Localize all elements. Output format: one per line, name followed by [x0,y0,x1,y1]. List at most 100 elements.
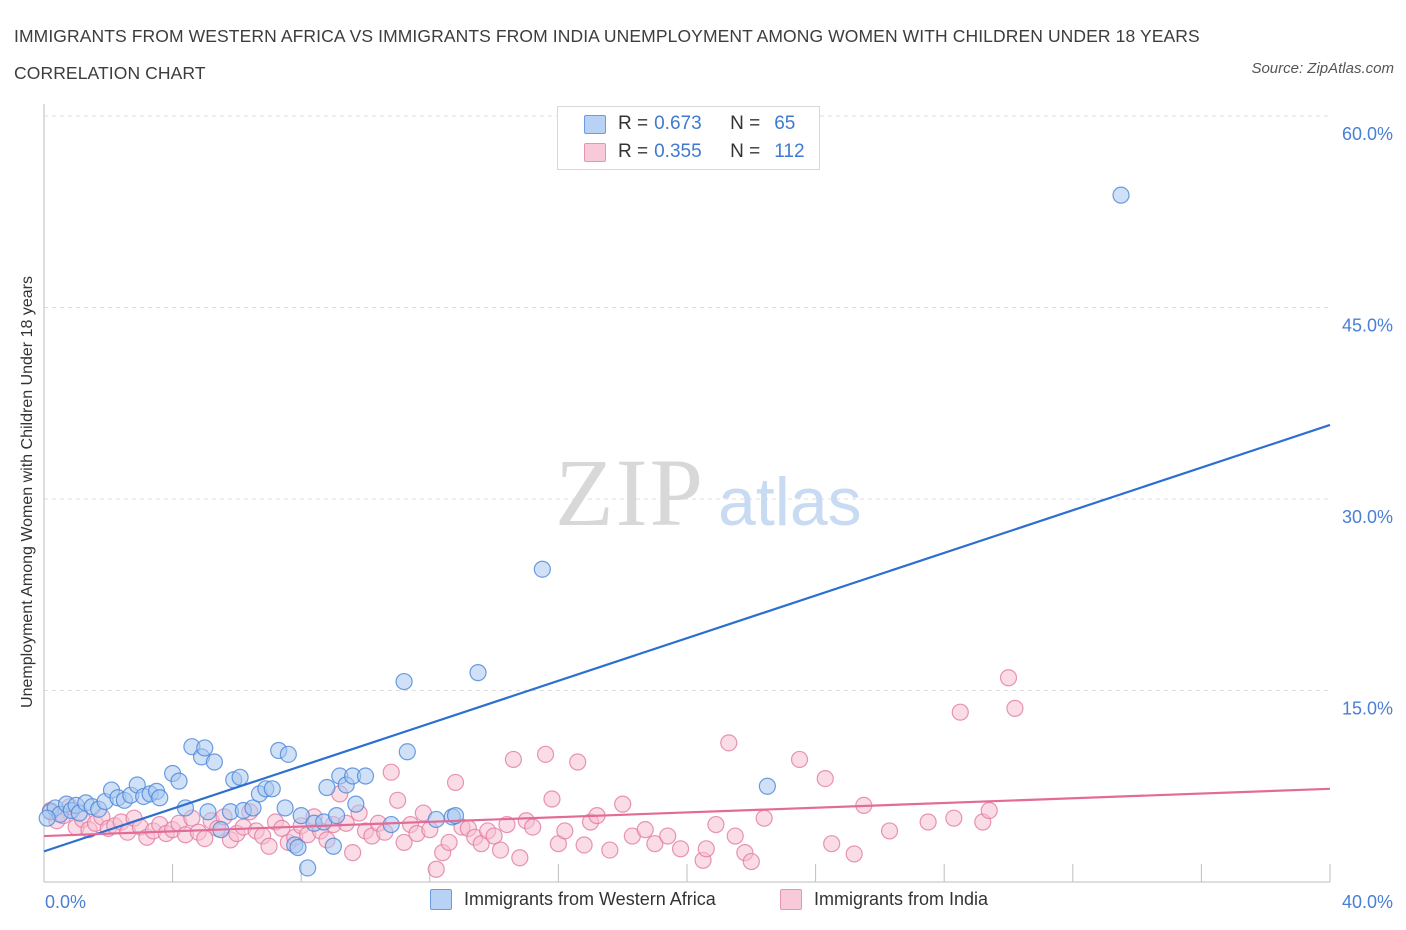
point-india [556,822,574,840]
point-india [726,827,744,845]
bottom-legend-label-blue: Immigrants from Western Africa [464,889,716,909]
legend-r-label-blue: R = [618,113,649,134]
bottom-legend-swatch-blue [430,889,452,910]
point-india [636,821,654,839]
point-india [491,841,510,859]
point-india [614,795,632,813]
point-western-africa [289,838,307,857]
point-western-africa [292,807,310,825]
series-india-points [41,669,1024,878]
trend-line-india [43,787,1331,838]
point-western-africa [263,780,281,798]
y-tick-label: 60.0% [1342,124,1393,144]
point-western-africa [324,837,342,855]
point-india [569,753,587,771]
point-western-africa [347,795,365,813]
point-india [498,815,516,834]
point-western-africa [196,739,214,757]
chart-title: IMMIGRANTS FROM WESTERN AFRICA VS IMMIGR… [14,26,1200,83]
point-india [485,827,503,845]
bottom-legend-swatch-pink [780,889,802,910]
watermark: ZIP atlas [555,439,862,546]
point-india [504,750,522,769]
point-western-africa [199,803,217,821]
point-western-africa [318,778,336,797]
point-india [601,841,619,859]
trend-line-western-africa [43,423,1331,853]
legend-r-label-pink: R = [618,141,649,162]
point-india [980,801,998,820]
x-tick-label-max: 40.0% [1342,892,1393,912]
point-india [659,827,677,845]
point-india [720,734,738,752]
legend-n-label-blue: N = [730,113,761,134]
legend-n-value-blue: 65 [774,113,796,134]
point-india [880,822,899,840]
point-western-africa [38,809,56,827]
point-india [427,860,445,878]
point-india [1006,699,1024,717]
bottom-legend-pink: Immigrants from India [780,889,988,910]
point-western-africa [151,789,169,807]
axes [43,104,1331,883]
watermark-zip: ZIP [555,439,705,546]
legend-r-value-blue: 0.673 [654,113,702,134]
y-tick-label: 30.0% [1342,507,1393,527]
point-western-africa [356,767,375,785]
point-india [646,835,664,853]
trend-lines [43,423,1331,853]
bottom-legend-blue: Immigrants from Western Africa [430,889,716,910]
point-india [951,703,969,721]
point-western-africa [170,772,188,790]
watermark-atlas: atlas [718,464,862,540]
point-india [344,844,362,862]
point-india [446,773,465,792]
legend-row-pink: R = 0.355 N = 112 [584,140,805,164]
point-india [382,763,400,781]
point-india [524,818,542,836]
point-india [389,791,407,809]
point-western-africa [276,799,294,817]
point-western-africa [299,859,317,877]
point-india [536,745,555,763]
legend-swatch-blue [584,114,606,134]
point-western-africa [395,672,413,691]
point-india [790,750,809,769]
tick-labels: 15.0% 30.0% 45.0% 60.0% 0.0% 40.0% [45,124,1393,912]
y-tick-label: 15.0% [1342,699,1393,719]
point-western-africa [205,753,223,771]
point-india [999,669,1018,687]
point-western-africa [446,807,465,825]
point-india [742,852,760,871]
point-india [845,845,863,863]
point-western-africa [533,560,551,578]
bottom-legend-label-pink: Immigrants from India [814,889,989,909]
point-india [671,840,690,858]
grid-lines [44,115,1330,691]
point-india [707,815,725,834]
point-india [945,809,963,827]
point-india [196,829,214,848]
point-india [440,833,458,852]
legend: R = 0.673 N = 65 R = 0.355 N = 112 [557,106,820,170]
point-india [395,833,413,852]
point-india [823,835,841,853]
legend-r-value-pink: 0.355 [654,141,702,162]
point-india [919,813,937,831]
point-india [697,840,715,858]
point-india [260,837,278,855]
point-india [511,849,529,867]
x-tick-label-min: 0.0% [45,892,86,912]
point-western-africa [231,768,249,786]
point-india [755,809,773,827]
point-india [575,836,593,854]
series-western-africa-points [38,186,1130,877]
source-label: Source: ZipAtlas.com [1251,60,1394,77]
point-western-africa [1112,186,1130,204]
legend-n-value-pink: 112 [774,141,805,162]
y-tick-label: 45.0% [1342,316,1393,336]
point-western-africa [758,777,776,795]
point-india [543,790,561,808]
point-western-africa [244,799,262,817]
